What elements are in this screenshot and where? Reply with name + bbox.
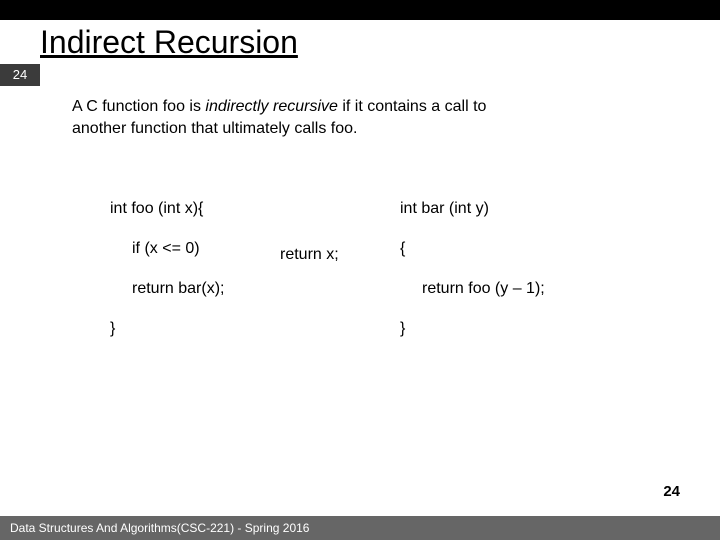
top-bar (0, 0, 720, 20)
code-line: if (x <= 0) (132, 240, 224, 258)
page-number-bottom: 24 (663, 483, 680, 500)
footer-bar: Data Structures And Algorithms(CSC-221) … (0, 516, 720, 540)
body-line1-ital: indirectly recursive (205, 98, 337, 115)
code-line: return foo (y – 1); (422, 280, 545, 298)
page-number-badge: 24 (0, 64, 40, 86)
body-line2: another function that ultimately calls f… (72, 120, 358, 137)
code-line: return bar(x); (132, 280, 224, 298)
footer-text: Data Structures And Algorithms(CSC-221) … (10, 521, 309, 535)
code-line: int bar (int y) (400, 200, 545, 218)
body-line1-a: A C function foo is (72, 98, 205, 115)
code-block-foo: int foo (int x){ if (x <= 0) return bar(… (110, 200, 224, 360)
code-return-x: return x; (280, 246, 339, 264)
body-line1-b: if it contains a call to (338, 98, 487, 115)
code-line: } (110, 320, 224, 338)
code-block-bar: int bar (int y) { return foo (y – 1); } (400, 200, 545, 360)
code-line: int foo (int x){ (110, 200, 224, 218)
code-line: { (400, 240, 545, 258)
code-line: } (400, 320, 545, 338)
slide: Indirect Recursion 24 A C function foo i… (0, 0, 720, 540)
body-text: A C function foo is indirectly recursive… (72, 96, 632, 139)
slide-title: Indirect Recursion (40, 24, 298, 61)
